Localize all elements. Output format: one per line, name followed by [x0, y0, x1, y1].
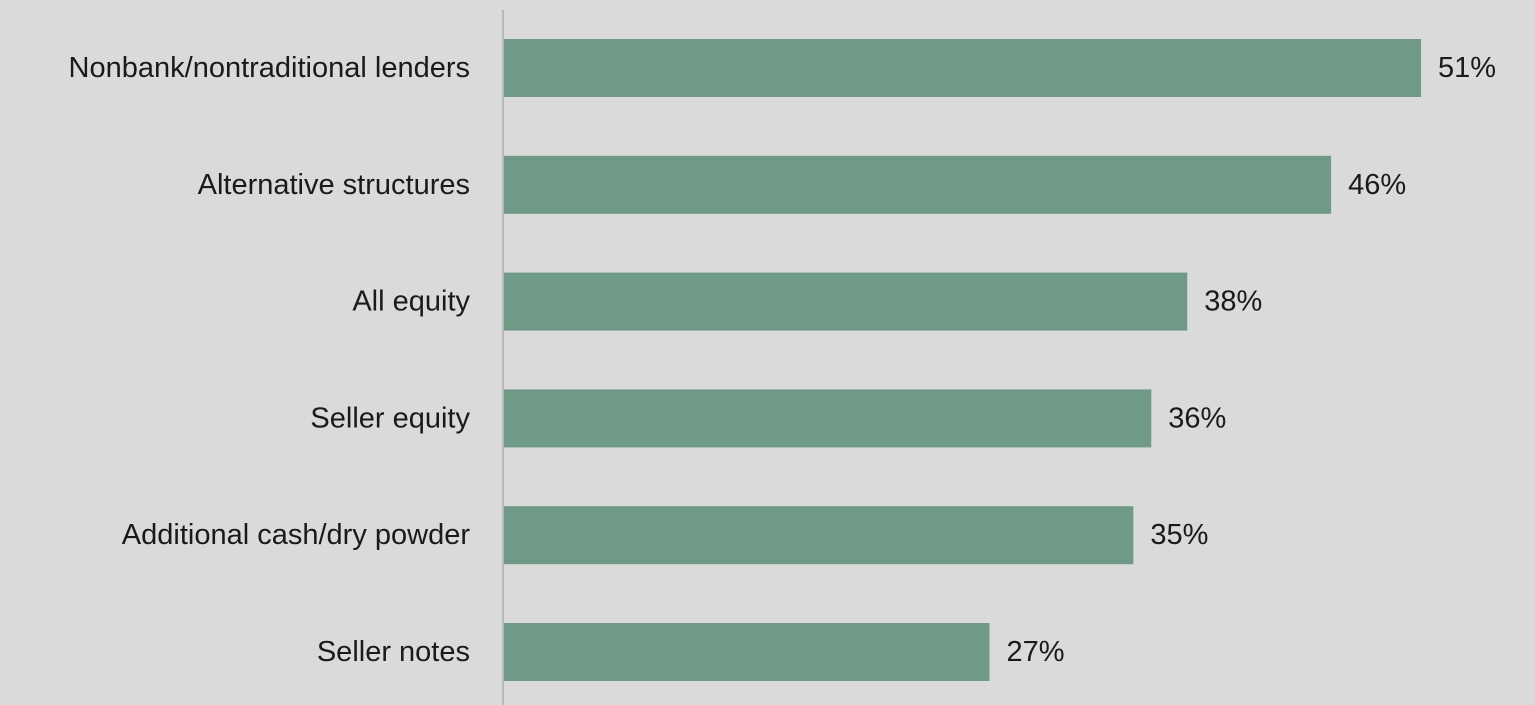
category-label-all-equity: All equity	[352, 286, 470, 318]
bar-all-equity	[504, 272, 1188, 331]
category-label-alternative-structures: Alternative structures	[198, 169, 470, 201]
bar-alternative-structures	[504, 155, 1332, 214]
value-label-nonbank-nontraditional-lenders: 51%	[1438, 52, 1496, 84]
bar-nonbank-nontraditional-lenders	[504, 39, 1421, 97]
category-label-nonbank-nontraditional-lenders: Nonbank/nontraditional lenders	[69, 52, 470, 84]
value-label-seller-notes: 27%	[1006, 636, 1064, 668]
value-label-all-equity: 38%	[1204, 286, 1262, 318]
category-label-seller-equity: Seller equity	[310, 402, 470, 434]
category-label-seller-notes: Seller notes	[317, 636, 470, 668]
value-label-additional-cash-dry-powder: 35%	[1150, 519, 1208, 551]
bars-layer	[504, 39, 1421, 681]
value-label-seller-equity: 36%	[1168, 402, 1226, 434]
bar-additional-cash-dry-powder	[504, 506, 1134, 565]
bar-seller-equity	[504, 389, 1152, 448]
labels-layer: Nonbank/nontraditional lenders 51% Alterna…	[69, 52, 1497, 668]
category-label-additional-cash-dry-powder: Additional cash/dry powder	[122, 519, 471, 551]
value-label-alternative-structures: 46%	[1348, 169, 1406, 201]
bar-seller-notes	[504, 623, 990, 681]
